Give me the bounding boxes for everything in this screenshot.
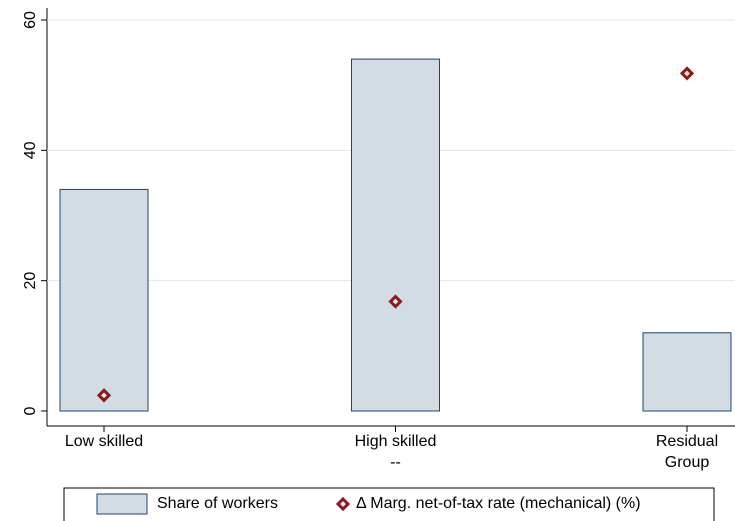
- y-tick-label: 40: [22, 141, 39, 159]
- x-tick-label: --: [390, 454, 401, 471]
- legend-label: Δ Marg. net-of-tax rate (mechanical) (%): [356, 495, 641, 512]
- bar: [351, 58, 440, 412]
- y-tick-label: 20: [22, 272, 39, 290]
- marker: [388, 294, 403, 309]
- legend-label: Share of workers: [157, 495, 278, 512]
- bar: [59, 188, 149, 412]
- x-tick-label: Residual: [656, 433, 718, 450]
- y-tick-label: 0: [22, 406, 39, 415]
- x-tick-label: Group: [665, 454, 710, 471]
- bar: [642, 332, 732, 412]
- x-tick-label: Low skilled: [65, 433, 143, 450]
- y-tick-label: 60: [22, 11, 39, 29]
- marker: [679, 66, 695, 81]
- legend-swatch: [335, 496, 351, 512]
- legend-box: [63, 487, 715, 521]
- marker: [96, 388, 112, 403]
- x-tick-label: High skilled: [355, 433, 437, 450]
- legend-swatch: [96, 493, 148, 515]
